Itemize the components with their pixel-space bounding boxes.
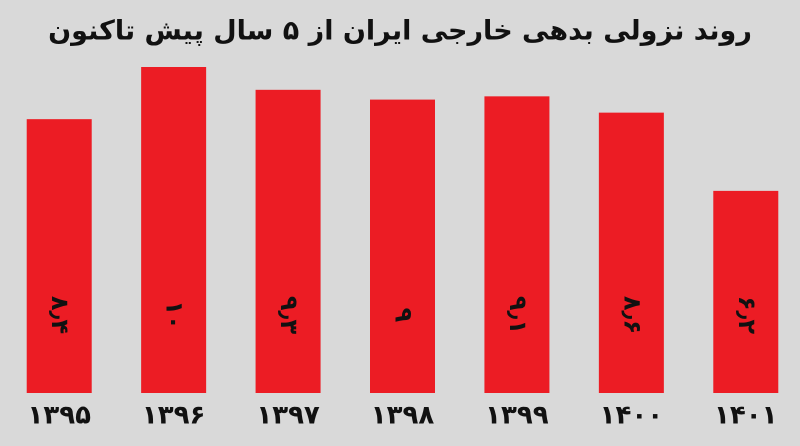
x-tick-label: ۱۳۹۷ (256, 401, 320, 431)
value-label: ۶٫۲ (733, 296, 761, 335)
bar (255, 89, 321, 393)
x-tick-label: ۱۳۹۹ (485, 401, 549, 431)
bar (141, 67, 207, 393)
value-label: ۸٫۶ (618, 296, 646, 334)
x-tick-label: ۱۴۰۱ (714, 401, 777, 431)
bar (26, 119, 92, 393)
x-tick-label: ۱۳۹۶ (142, 401, 205, 431)
bar (598, 112, 664, 393)
value-label: ۹ (390, 308, 418, 323)
chart-title: روند نزولی بدهی خارجی ایران از ۵ سال پیش… (48, 16, 752, 47)
value-label: ۱۰ (161, 300, 189, 329)
x-tick-label: ۱۳۹۸ (371, 401, 435, 431)
bar (370, 99, 435, 393)
value-label: ۸٫۴ (46, 296, 74, 334)
bar (713, 190, 779, 393)
value-label: ۹٫۱ (504, 296, 532, 334)
x-tick-label: ۱۳۹۵ (27, 401, 91, 431)
bar (484, 96, 550, 393)
value-label: ۹٫۳ (275, 296, 303, 335)
x-tick-label: ۱۴۰۰ (600, 401, 663, 431)
